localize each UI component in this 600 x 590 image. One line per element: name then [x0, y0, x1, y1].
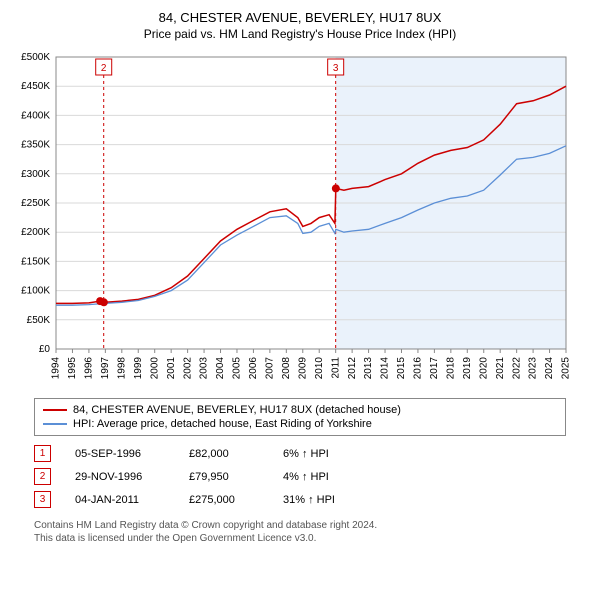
chart-legend: 84, CHESTER AVENUE, BEVERLEY, HU17 8UX (… [34, 398, 566, 436]
legend-swatch [43, 423, 67, 425]
transaction-row: 2 29-NOV-1996 £79,950 4% ↑ HPI [34, 465, 566, 488]
x-tick-label: 2015 [396, 357, 407, 380]
transaction-price: £82,000 [189, 448, 259, 460]
transaction-pct: 31% ↑ HPI [283, 494, 373, 506]
x-tick-label: 1998 [116, 357, 127, 380]
x-tick-label: 2006 [248, 357, 259, 380]
chart-svg: £0 £50K £100K £150K £200K £250K £300K £350K £400… [10, 49, 570, 389]
transaction-price: £275,000 [189, 494, 259, 506]
x-tick-label: 2013 [363, 357, 374, 380]
marker-badge-label: 2 [101, 63, 107, 74]
x-tick-label: 2005 [232, 357, 243, 380]
x-tick-label: 2019 [462, 357, 473, 380]
transaction-date: 04-JAN-2011 [75, 494, 165, 506]
x-tick-label: 2024 [544, 357, 555, 380]
x-tick-label: 2000 [149, 357, 160, 380]
x-tick-label: 2001 [166, 357, 177, 380]
y-tick-label: £250K [21, 198, 50, 209]
legend-label: 84, CHESTER AVENUE, BEVERLEY, HU17 8UX (… [73, 404, 401, 416]
x-tick-label: 2003 [199, 357, 210, 380]
y-tick-label: £0 [39, 344, 51, 355]
x-tick-label: 2017 [429, 357, 440, 380]
transaction-row: 3 04-JAN-2011 £275,000 31% ↑ HPI [34, 488, 566, 511]
sale-point [332, 184, 340, 192]
transaction-date: 05-SEP-1996 [75, 448, 165, 460]
legend-swatch [43, 409, 67, 411]
x-tick-label: 1996 [84, 357, 95, 380]
legend-row: HPI: Average price, detached house, East… [43, 417, 557, 431]
transaction-row: 1 05-SEP-1996 £82,000 6% ↑ HPI [34, 442, 566, 465]
x-tick-label: 2011 [330, 357, 341, 379]
x-tick-label: 2009 [297, 357, 308, 380]
y-tick-label: £500K [21, 52, 50, 63]
transaction-price: £79,950 [189, 471, 259, 483]
transaction-date: 29-NOV-1996 [75, 471, 165, 483]
y-tick-label: £350K [21, 140, 50, 151]
legend-row: 84, CHESTER AVENUE, BEVERLEY, HU17 8UX (… [43, 403, 557, 417]
legend-label: HPI: Average price, detached house, East… [73, 418, 372, 430]
x-tick-label: 2018 [445, 357, 456, 380]
x-tick-label: 1995 [67, 357, 78, 380]
sale-point [100, 298, 108, 306]
transaction-badge: 2 [34, 468, 51, 485]
x-tick-label: 2014 [380, 357, 391, 380]
y-tick-label: £100K [21, 286, 50, 297]
transaction-pct: 4% ↑ HPI [283, 471, 373, 483]
x-tick-label: 1997 [100, 357, 111, 380]
x-tick-label: 2004 [215, 357, 226, 380]
x-tick-label: 2012 [347, 357, 358, 380]
x-tick-label: 2023 [528, 357, 539, 380]
y-tick-label: £200K [21, 227, 50, 238]
y-tick-label: £450K [21, 81, 50, 92]
transaction-badge: 1 [34, 445, 51, 462]
y-tick-label: £400K [21, 110, 50, 121]
marker-badge-label: 3 [333, 63, 339, 74]
y-tick-label: £150K [21, 256, 50, 267]
transaction-pct: 6% ↑ HPI [283, 448, 373, 460]
y-tick-label: £300K [21, 169, 50, 180]
x-tick-label: 2008 [281, 357, 292, 380]
x-tick-label: 2002 [182, 357, 193, 380]
page-subtitle: Price paid vs. HM Land Registry's House … [10, 27, 590, 41]
x-tick-label: 2022 [511, 357, 522, 380]
page-title: 84, CHESTER AVENUE, BEVERLEY, HU17 8UX [10, 10, 590, 25]
price-chart: £0 £50K £100K £150K £200K £250K £300K £350K £400… [10, 49, 590, 392]
x-tick-label: 1999 [133, 357, 144, 380]
transactions-table: 1 05-SEP-1996 £82,000 6% ↑ HPI 2 29-NOV-1996 £… [34, 442, 566, 511]
x-tick-label: 2025 [561, 357, 570, 380]
x-tick-label: 2010 [314, 357, 325, 380]
attribution-line-2: This data is licensed under the Open Gov… [34, 532, 566, 545]
x-tick-label: 1994 [51, 357, 62, 380]
transaction-badge: 3 [34, 491, 51, 508]
x-tick-label: 2021 [495, 357, 506, 380]
x-tick-label: 2007 [265, 357, 276, 380]
data-attribution: Contains HM Land Registry data © Crown c… [34, 519, 566, 545]
x-tick-label: 2020 [478, 357, 489, 380]
x-tick-label: 2016 [413, 357, 424, 380]
attribution-line-1: Contains HM Land Registry data © Crown c… [34, 519, 566, 532]
y-tick-label: £50K [27, 315, 51, 326]
